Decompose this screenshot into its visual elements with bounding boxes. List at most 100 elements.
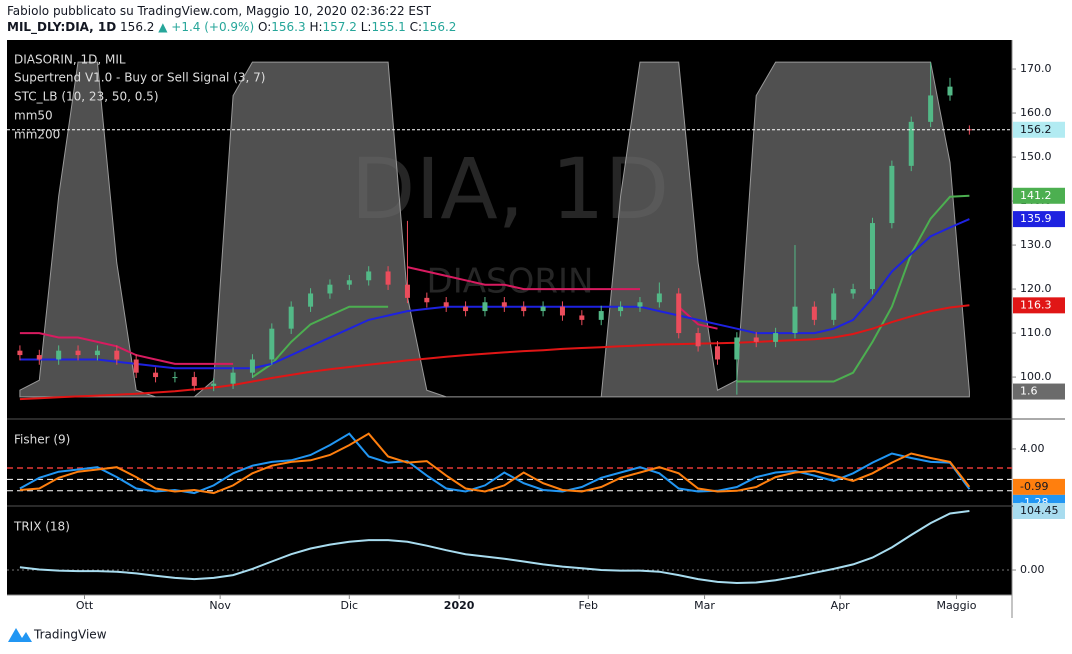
candle-body <box>773 333 779 342</box>
y-tick-label: 160.0 <box>1020 106 1052 119</box>
x-tick-label: Nov <box>209 599 231 612</box>
quote-label: H: <box>309 20 323 34</box>
candle-body <box>831 293 837 320</box>
change: ▲ +1.4 (+0.9%) <box>158 20 255 34</box>
x-tick-label: 2020 <box>444 599 475 612</box>
candle-body <box>889 165 895 224</box>
candle-body <box>598 311 604 320</box>
candle-body <box>191 377 197 386</box>
candle-body <box>211 383 217 386</box>
candle-body <box>443 302 449 307</box>
line <box>19 304 970 401</box>
candle-body <box>153 372 159 378</box>
line <box>251 305 389 378</box>
line <box>736 194 970 383</box>
candle-body <box>308 293 314 307</box>
ohlc: O:156.3 H:157.2 L:155.1 C:156.2 <box>258 20 456 34</box>
candle-body <box>908 121 914 166</box>
candle-body <box>75 350 81 356</box>
line <box>19 432 971 495</box>
x-tick-label: Maggio <box>936 599 976 612</box>
x-tick-label: Ott <box>76 599 94 612</box>
quote-value: 156.3 <box>271 20 306 34</box>
candle-body <box>94 350 100 356</box>
candle-body <box>947 86 953 96</box>
quote-label: C: <box>409 20 423 34</box>
brand: TradingView <box>33 628 107 642</box>
quote-label: L: <box>360 20 372 34</box>
candle-body <box>424 297 430 303</box>
y-tick-label: 4.00 <box>1020 442 1045 455</box>
line <box>19 332 234 365</box>
candle-body <box>404 284 410 298</box>
candle-body <box>327 284 333 294</box>
candle-body <box>133 359 139 373</box>
candle-body <box>676 293 682 334</box>
value-tag-label: 104.45 <box>1020 504 1059 517</box>
quote-line: MIL_DLY:DIA, 1D 156.2 ▲ +1.4 (+0.9%) O:1… <box>7 19 456 35</box>
legend-entry: STC_LB (10, 23, 50, 0.5) <box>14 90 159 104</box>
watermark: DIA, 1D <box>351 140 669 238</box>
candle-body <box>521 306 527 312</box>
legend-entry: Supertrend V1.0 - Buy or Sell Signal (3,… <box>14 71 265 85</box>
candle-body <box>17 350 23 356</box>
candle-body <box>366 271 372 281</box>
brand-logo <box>8 628 32 642</box>
value-tag-label: 116.3 <box>1020 298 1052 311</box>
candle-body <box>114 350 120 360</box>
area <box>19 61 970 398</box>
x-tick-label: Dic <box>341 599 359 612</box>
header: Fabiolo pubblicato su TradingView.com, M… <box>7 3 456 35</box>
value-tag-label: -0.99 <box>1020 480 1048 493</box>
candle-body <box>385 271 391 285</box>
y-tick-label: 110.0 <box>1020 326 1052 339</box>
candle-body <box>463 306 469 312</box>
value-tag-label: 135.9 <box>1020 212 1052 225</box>
candle-body <box>928 95 934 122</box>
candle-body <box>346 280 352 285</box>
line <box>407 266 640 291</box>
last-price: 156.2 <box>120 20 155 34</box>
pane-title: DIASORIN, 1D, MIL <box>14 53 126 67</box>
candle-body <box>540 306 546 312</box>
candle-body <box>501 302 507 307</box>
candle-body <box>579 315 585 320</box>
value-tag-label: 156.2 <box>1020 123 1052 136</box>
author-line: Fabiolo pubblicato su TradingView.com, M… <box>7 4 431 18</box>
line <box>678 305 718 330</box>
value-tag-label: 1.6 <box>1020 385 1038 398</box>
candle-body <box>288 306 294 329</box>
line <box>19 218 970 370</box>
candle-body <box>618 306 624 312</box>
value-tag <box>1013 211 1065 228</box>
candle-body <box>695 333 701 347</box>
value-tag <box>1013 187 1065 204</box>
candle-body <box>811 306 817 320</box>
legend-entry: mm200 <box>14 128 60 142</box>
y-tick-label: 150.0 <box>1020 150 1052 163</box>
value-tag <box>1013 121 1065 138</box>
x-tick-label: Mar <box>694 599 715 612</box>
y-tick-label: 0.00 <box>1020 563 1045 576</box>
candle-body <box>850 289 856 294</box>
x-tick-label: Apr <box>831 599 851 612</box>
candle-body <box>249 359 255 373</box>
quote-value: 157.2 <box>322 20 357 34</box>
candle-body <box>714 346 720 360</box>
candle-body <box>734 337 740 360</box>
candle-body <box>637 302 643 307</box>
candle-body <box>753 337 759 342</box>
legend-entry: mm50 <box>14 109 53 123</box>
y-tick-label: 170.0 <box>1020 62 1052 75</box>
value-tag <box>1013 297 1065 314</box>
quote-label: O: <box>257 20 272 34</box>
y-tick-label: 130.0 <box>1020 238 1052 251</box>
y-tick-label: 100.0 <box>1020 370 1052 383</box>
quote-value: 155.1 <box>371 20 406 34</box>
candle-body <box>482 302 488 312</box>
candle-body <box>36 355 42 360</box>
line <box>19 510 970 585</box>
x-tick-label: Feb <box>579 599 598 612</box>
